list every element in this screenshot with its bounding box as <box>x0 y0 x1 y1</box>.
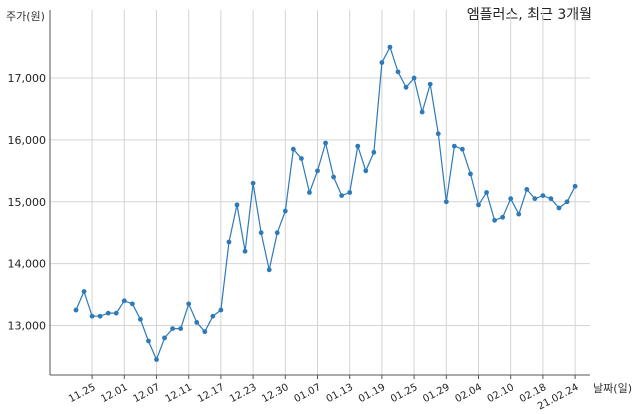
data-point <box>194 320 200 325</box>
chart-title: 엠플러스, 최근 3개월 <box>466 7 592 23</box>
data-point <box>178 326 184 332</box>
data-point <box>363 168 369 174</box>
data-point <box>524 187 530 192</box>
data-point <box>339 193 345 198</box>
data-point <box>129 301 135 307</box>
x-axis-label: 날짜(일) <box>593 382 632 395</box>
data-point <box>97 313 103 319</box>
x-tick-label: 01.07 <box>292 382 322 405</box>
price-series-line <box>75 45 576 362</box>
data-point <box>258 230 264 236</box>
x-tick-label: 01.29 <box>421 382 451 405</box>
data-point <box>371 149 377 155</box>
data-point <box>299 156 304 161</box>
data-point <box>89 313 95 319</box>
data-point <box>81 289 87 294</box>
data-point <box>484 190 489 195</box>
x-tick-label: 02.10 <box>486 382 516 405</box>
data-point <box>451 143 457 149</box>
x-tick-label: 12.01 <box>99 382 129 405</box>
data-point <box>508 196 514 202</box>
data-point <box>186 301 192 307</box>
data-point <box>290 146 296 152</box>
x-tick-label: 12.11 <box>164 382 194 405</box>
data-point <box>250 180 256 186</box>
data-point <box>500 214 506 220</box>
x-tick-label: 01.25 <box>389 382 419 405</box>
data-point <box>468 171 473 177</box>
data-point <box>121 298 127 304</box>
data-point <box>540 193 546 198</box>
data-point <box>138 316 143 322</box>
data-point <box>427 81 433 87</box>
data-point <box>564 199 570 205</box>
data-point <box>307 190 312 195</box>
data-point <box>476 202 481 208</box>
data-point <box>435 131 441 137</box>
data-point <box>532 196 538 202</box>
data-point <box>113 310 119 316</box>
x-tick-label: 01.19 <box>357 382 387 405</box>
data-point <box>234 202 240 208</box>
x-tick-label: 12.30 <box>260 382 290 405</box>
data-point <box>210 313 216 319</box>
data-point <box>572 183 578 189</box>
data-point <box>387 44 393 50</box>
data-point <box>73 307 79 313</box>
data-point <box>460 146 465 152</box>
data-point <box>274 230 280 236</box>
y-tick-label: 16,000 <box>8 134 47 147</box>
data-point <box>347 190 353 195</box>
data-point <box>105 310 111 316</box>
data-point <box>315 168 320 174</box>
data-point <box>419 109 425 115</box>
data-point <box>403 84 409 90</box>
x-tick-label: 11.25 <box>67 382 97 405</box>
x-tick-label: 01.13 <box>325 382 355 405</box>
data-point <box>323 140 328 146</box>
data-point <box>242 248 248 254</box>
x-tick-label: 02.04 <box>453 382 483 405</box>
data-point <box>443 199 449 205</box>
data-point <box>379 60 385 65</box>
data-point <box>331 174 336 180</box>
data-point <box>154 357 159 362</box>
x-tick-label: 12.23 <box>228 382 258 405</box>
y-tick-label: 13,000 <box>8 320 47 333</box>
x-tick-label: 12.07 <box>131 382 161 405</box>
data-point <box>282 208 288 214</box>
data-point <box>492 217 497 223</box>
data-point <box>411 75 417 81</box>
data-point <box>170 326 176 332</box>
data-point <box>355 143 361 149</box>
data-point <box>266 267 272 273</box>
data-point <box>395 69 401 75</box>
data-point <box>218 307 224 313</box>
y-tick-label: 17,000 <box>8 72 47 85</box>
y-tick-label: 15,000 <box>8 196 47 209</box>
data-point <box>516 211 522 217</box>
data-point <box>226 239 232 245</box>
data-point <box>202 329 208 335</box>
data-point <box>162 335 167 341</box>
data-point <box>548 196 554 202</box>
y-axis-label: 주가(원) <box>6 10 45 23</box>
data-point <box>146 338 151 344</box>
y-tick-label: 14,000 <box>8 258 47 271</box>
data-point <box>556 205 562 211</box>
x-tick-label: 12.17 <box>196 382 226 405</box>
